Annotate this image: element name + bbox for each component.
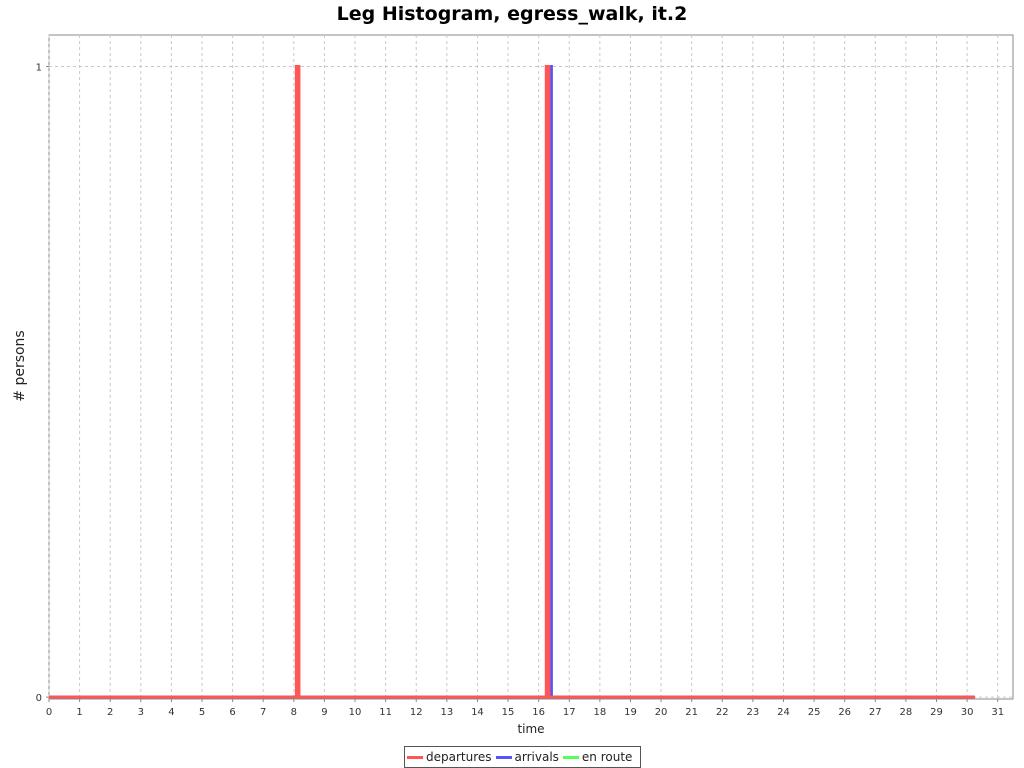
x-tick-label: 15 — [502, 707, 515, 718]
x-tick-label: 17 — [563, 707, 576, 718]
x-tick-label: 19 — [624, 707, 637, 718]
x-tick-label: 26 — [838, 707, 851, 718]
legend-swatch-departures — [407, 755, 423, 759]
y-tick-label: 0 — [36, 693, 42, 704]
x-tick-label: 28 — [900, 707, 913, 718]
x-tick-label: 18 — [593, 707, 606, 718]
x-tick-label: 5 — [199, 707, 205, 718]
y-tick-label: 1 — [36, 63, 42, 74]
legend: departures arrivals en route — [404, 746, 642, 768]
x-tick-label: 4 — [168, 707, 174, 718]
x-tick-label: 14 — [471, 707, 484, 718]
x-tick-label: 30 — [961, 707, 974, 718]
x-tick-label: 27 — [869, 707, 882, 718]
legend-item-arrivals: arrivals — [495, 750, 559, 764]
x-tick-label: 6 — [229, 707, 235, 718]
grid — [48, 35, 1013, 699]
legend-label-departures: departures — [426, 750, 492, 764]
chart-title: Leg Histogram, egress_walk, it.2 — [336, 3, 688, 25]
plot-area — [48, 34, 1014, 700]
x-tick-label: 8 — [291, 707, 297, 718]
legend-label-arrivals: arrivals — [514, 750, 559, 764]
x-tick-label: 22 — [716, 707, 729, 718]
x-tick-label: 3 — [138, 707, 144, 718]
x-tick-label: 12 — [410, 707, 423, 718]
x-tick-label: 16 — [532, 707, 545, 718]
legend-label-en-route: en route — [581, 750, 633, 764]
legend-item-en-route: en route — [562, 750, 633, 764]
x-tick-label: 24 — [777, 707, 790, 718]
x-tick-label: 29 — [930, 707, 943, 718]
x-tick-label: 10 — [349, 707, 362, 718]
series — [49, 65, 975, 699]
legend-swatch-en-route — [562, 755, 579, 759]
ticks: 0 1 2 3 4 5 6 7 8 9 10 11 12 13 14 15 16 17 18 19 20 21 22 23 24… — [36, 63, 1004, 718]
x-tick-label: 9 — [321, 707, 327, 718]
x-tick-label: 11 — [379, 707, 392, 718]
legend-swatch-arrivals — [495, 755, 512, 759]
x-tick-label: 13 — [440, 707, 453, 718]
x-tick-label: 2 — [107, 707, 113, 718]
series-line-departures — [49, 65, 975, 699]
x-tick-label: 31 — [991, 707, 1004, 718]
x-axis-label: time — [517, 722, 544, 736]
x-tick-label: 23 — [747, 707, 760, 718]
legend-item-departures: departures — [407, 750, 492, 764]
x-tick-label: 7 — [260, 707, 266, 718]
y-axis-label: # persons — [12, 330, 28, 401]
x-tick-label: 20 — [655, 707, 668, 718]
x-tick-label: 25 — [808, 707, 821, 718]
x-tick-label: 0 — [46, 707, 52, 718]
x-tick-label: 1 — [76, 707, 82, 718]
x-tick-label: 21 — [685, 707, 698, 718]
